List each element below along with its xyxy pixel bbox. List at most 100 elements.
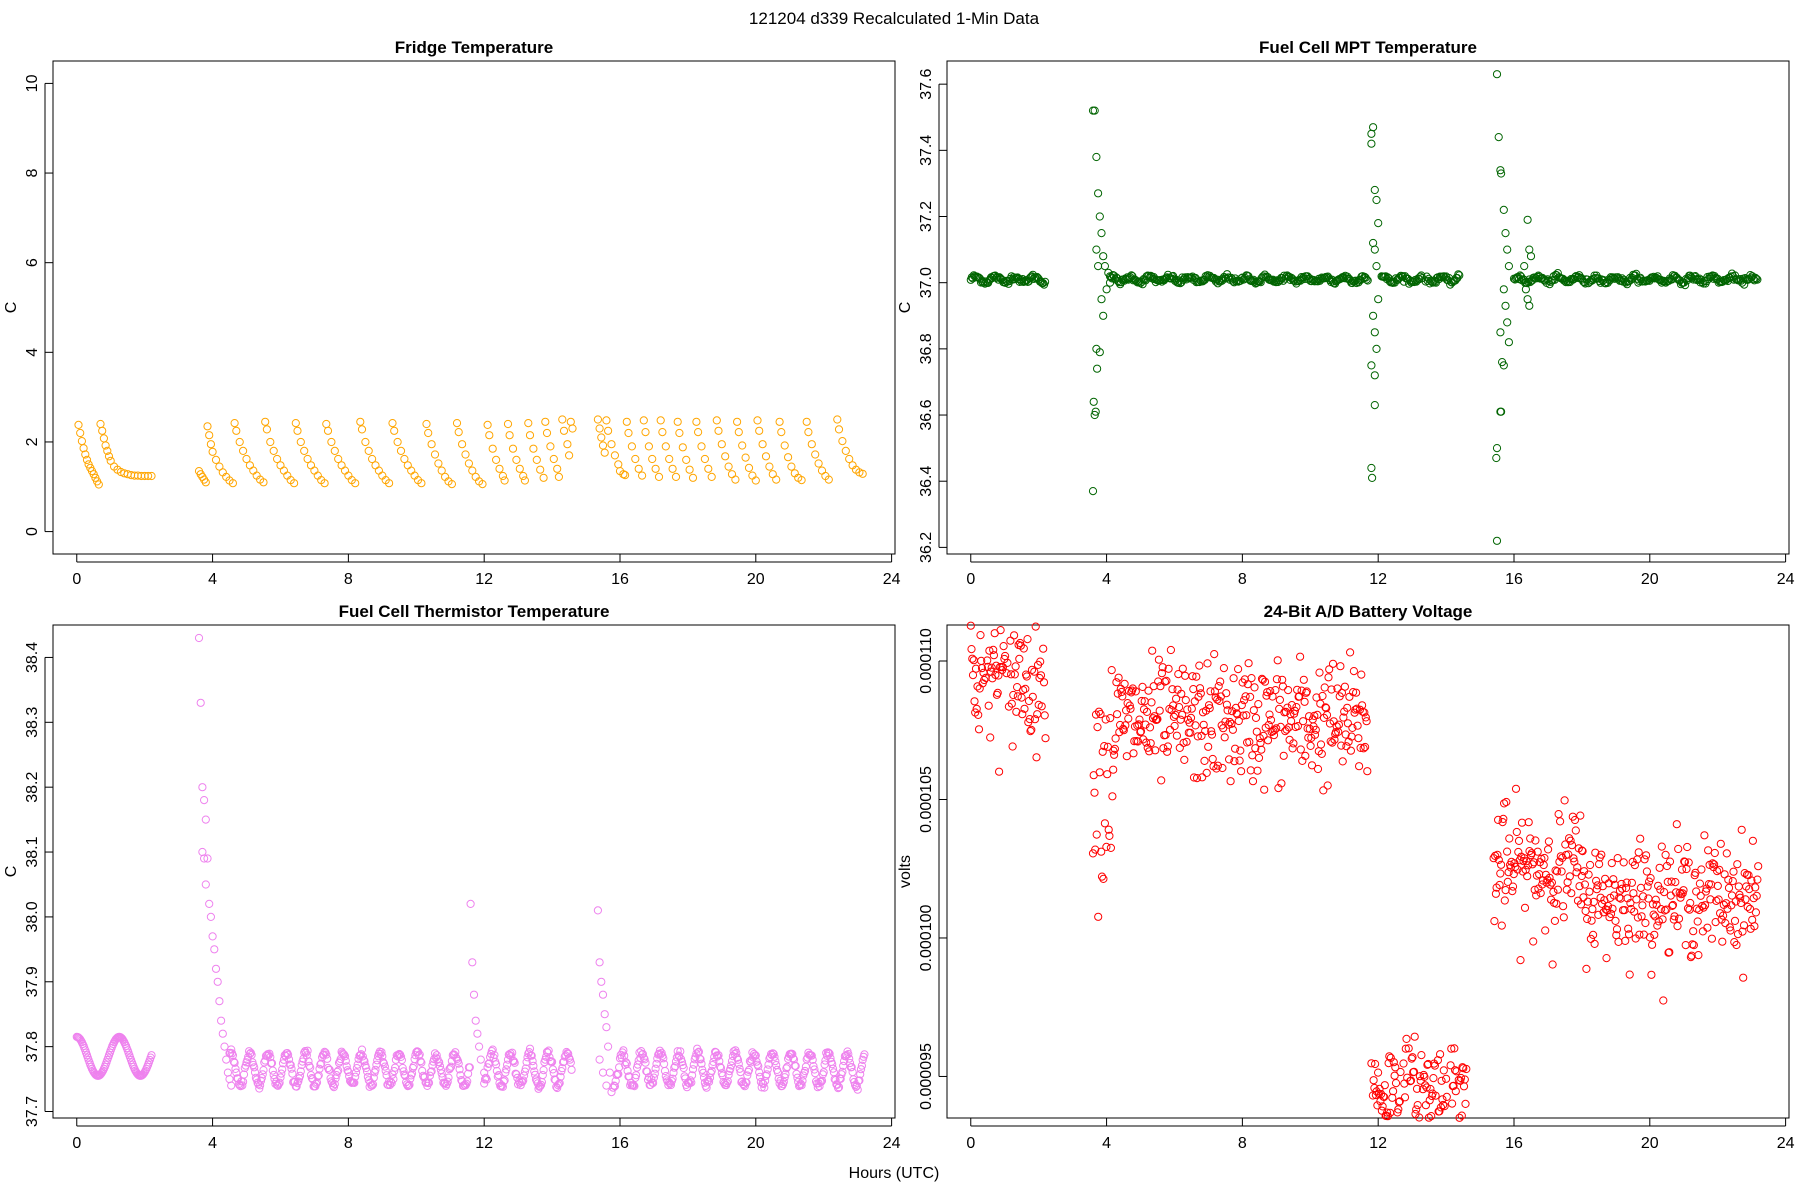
battery-point bbox=[1619, 858, 1628, 867]
battery-point bbox=[1636, 883, 1646, 893]
battery-point bbox=[1039, 678, 1049, 687]
thermistor-point bbox=[406, 1074, 415, 1083]
battery-point bbox=[1525, 847, 1534, 856]
battery-point bbox=[1004, 702, 1014, 711]
battery-point bbox=[1429, 1074, 1438, 1083]
fridge-xtick-label: 0 bbox=[72, 571, 81, 588]
battery-point bbox=[1508, 887, 1517, 896]
fridge-xtick-label: 4 bbox=[208, 571, 217, 588]
battery-point bbox=[1345, 692, 1354, 701]
battery-point bbox=[1741, 895, 1750, 904]
battery-point bbox=[1589, 897, 1598, 907]
thermistor-point bbox=[245, 1049, 254, 1058]
battery-point bbox=[1751, 908, 1761, 917]
thermistor-point bbox=[798, 1076, 807, 1085]
thermistor-point bbox=[685, 1079, 694, 1088]
battery-point bbox=[1321, 703, 1330, 712]
thermistor-xtick-label: 8 bbox=[344, 1135, 353, 1152]
battery-point bbox=[1108, 792, 1117, 801]
battery-point bbox=[1424, 1113, 1434, 1122]
thermistor-point bbox=[482, 1075, 491, 1084]
thermistor-point bbox=[735, 1064, 744, 1073]
thermistor-point bbox=[220, 1042, 229, 1051]
battery-point bbox=[1229, 674, 1238, 683]
battery-point bbox=[1288, 744, 1297, 753]
battery-point bbox=[1204, 701, 1214, 710]
battery-point bbox=[1442, 1074, 1451, 1083]
battery-point bbox=[1340, 682, 1350, 691]
battery-point bbox=[1665, 948, 1674, 957]
thermistor-point bbox=[315, 1064, 324, 1073]
battery-point bbox=[1148, 646, 1157, 655]
battery-point bbox=[1406, 1076, 1416, 1085]
battery-point bbox=[1167, 706, 1176, 715]
thermistor-point bbox=[649, 1073, 659, 1082]
mpt-point bbox=[1097, 295, 1106, 304]
battery-point bbox=[1589, 930, 1598, 940]
mpt-point bbox=[1496, 166, 1505, 175]
thermistor-point bbox=[640, 1055, 649, 1064]
battery-point bbox=[1152, 715, 1161, 724]
fridge-ytick-label: 6 bbox=[24, 258, 41, 267]
battery-point bbox=[1584, 870, 1593, 879]
fridge-point bbox=[94, 480, 103, 489]
battery-point bbox=[1571, 826, 1580, 835]
fridge-point bbox=[400, 454, 409, 464]
battery-point bbox=[1260, 677, 1270, 686]
thermistor-point bbox=[258, 1070, 267, 1079]
battery-plot-frame bbox=[946, 624, 1790, 1119]
fridge-point bbox=[651, 464, 660, 473]
thermistor-point bbox=[369, 1073, 378, 1082]
fridge-point bbox=[364, 446, 373, 455]
fridge-point bbox=[99, 434, 109, 443]
battery-point bbox=[1736, 898, 1746, 908]
battery-point bbox=[1452, 1067, 1461, 1076]
battery-point bbox=[1373, 1101, 1382, 1110]
fridge-point bbox=[536, 465, 545, 474]
battery-point bbox=[1587, 916, 1596, 925]
battery-point bbox=[1668, 901, 1677, 911]
battery-point bbox=[1498, 818, 1507, 827]
fridge-point bbox=[845, 454, 854, 464]
battery-point bbox=[1716, 839, 1725, 848]
thermistor-point bbox=[808, 1055, 817, 1064]
battery-point bbox=[1725, 923, 1734, 932]
battery-point bbox=[1689, 941, 1699, 950]
thermistor-point bbox=[733, 1055, 743, 1064]
thermistor-point bbox=[200, 796, 209, 805]
battery-point bbox=[1010, 670, 1019, 679]
thermistor-point bbox=[499, 1077, 508, 1086]
thermistor-point bbox=[519, 1076, 528, 1085]
battery-xtick-label: 24 bbox=[1777, 1135, 1795, 1152]
thermistor-point bbox=[447, 1062, 456, 1071]
battery-point bbox=[1106, 714, 1115, 723]
fridge-point bbox=[245, 461, 254, 470]
battery-point bbox=[1731, 897, 1740, 906]
thermistor-point bbox=[688, 1071, 697, 1080]
battery-point bbox=[1244, 659, 1253, 668]
fridge-point bbox=[624, 428, 633, 438]
battery-point bbox=[1282, 725, 1291, 734]
battery-point bbox=[1627, 878, 1637, 887]
battery-point bbox=[1579, 893, 1588, 902]
fridge-point bbox=[211, 455, 221, 464]
battery-point bbox=[1333, 684, 1342, 693]
battery-point bbox=[1178, 664, 1187, 673]
fridge-point bbox=[147, 471, 156, 481]
battery-point bbox=[1495, 880, 1504, 890]
thermistor-point bbox=[826, 1054, 835, 1063]
battery-point bbox=[1107, 666, 1116, 675]
fridge-point bbox=[239, 446, 248, 455]
fridge-point bbox=[296, 437, 305, 447]
battery-point bbox=[1753, 875, 1762, 884]
battery-point bbox=[1200, 756, 1209, 766]
battery-point bbox=[1239, 711, 1248, 720]
fridge-point bbox=[622, 417, 631, 426]
thermistor-point bbox=[676, 1047, 685, 1056]
thermistor-point bbox=[542, 1047, 552, 1057]
battery-point bbox=[1460, 1075, 1469, 1084]
battery-point bbox=[1517, 818, 1527, 827]
battery-point bbox=[1592, 876, 1601, 885]
thermistor-point bbox=[264, 1051, 273, 1060]
thermistor-point bbox=[509, 1057, 519, 1066]
